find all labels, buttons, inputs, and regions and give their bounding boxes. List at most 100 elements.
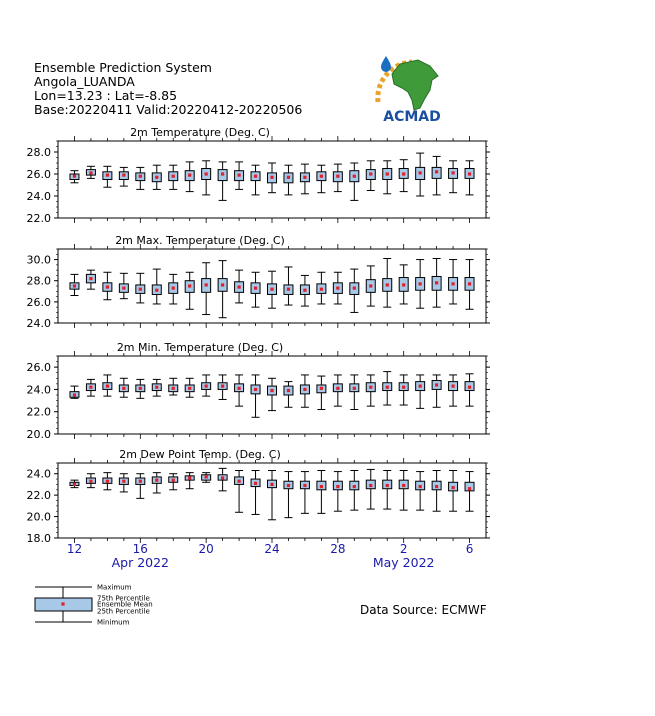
mean-marker	[352, 174, 356, 178]
legend-label: 75th Percentile	[97, 595, 150, 603]
mean-marker	[188, 173, 192, 177]
box-mark	[250, 470, 261, 515]
box-mark	[250, 164, 261, 196]
mean-marker	[451, 282, 455, 286]
y-tick-label: 24.0	[27, 383, 52, 396]
box-mark	[267, 377, 277, 412]
box-mark	[283, 471, 294, 519]
water-drop-icon	[381, 56, 391, 72]
box-mark	[365, 160, 376, 191]
y-tick-label: 24.0	[27, 317, 52, 330]
mean-marker	[369, 385, 373, 389]
box-mark	[398, 470, 409, 511]
box-mark	[332, 271, 343, 305]
box-mark	[464, 373, 475, 407]
y-tick-label: 26.0	[27, 296, 52, 309]
legend-label: Minimum	[97, 619, 130, 627]
mean-marker	[89, 171, 93, 175]
mean-marker	[385, 385, 389, 389]
mean-marker	[303, 288, 307, 292]
mean-marker	[451, 384, 455, 388]
mean-marker	[138, 174, 142, 178]
mean-marker	[237, 173, 241, 177]
box-mark	[316, 375, 327, 410]
mean-marker	[89, 479, 93, 483]
mean-marker	[369, 284, 373, 288]
box-mark	[283, 266, 294, 306]
box-mark	[234, 269, 245, 304]
mean-marker	[467, 385, 472, 389]
mean-marker	[171, 478, 175, 482]
box-mark	[415, 259, 426, 309]
box-mark	[382, 371, 393, 406]
mean-marker	[122, 479, 126, 483]
mean-marker	[105, 173, 109, 177]
mean-marker	[435, 383, 439, 387]
mean-marker	[385, 483, 389, 488]
box-mark	[118, 166, 129, 187]
box-mark	[234, 470, 245, 513]
panel-title: 2m Max. Temperature (Deg. C)	[115, 234, 285, 247]
mean-marker	[352, 286, 356, 290]
box-mark	[102, 165, 113, 188]
mean-marker	[270, 175, 274, 179]
mean-marker	[435, 281, 439, 285]
mean-marker	[336, 286, 340, 290]
box-mark	[464, 471, 475, 512]
mean-marker	[418, 282, 422, 286]
mean-marker	[402, 385, 406, 389]
mean-marker	[122, 286, 126, 290]
mean-marker	[418, 384, 422, 388]
month-label: Apr 2022	[112, 555, 169, 570]
y-tick-label: 20.0	[27, 428, 52, 441]
box-mark	[168, 164, 179, 190]
panel-4: 2m Dew Point Temp. (Deg. C) 18.0 20.0 22.0 2…	[27, 448, 490, 545]
mean-marker	[319, 174, 323, 178]
box-mark	[382, 258, 393, 308]
mean-marker	[72, 284, 77, 288]
mean-marker	[286, 175, 291, 179]
box-mark	[69, 170, 80, 184]
mean-marker	[467, 172, 472, 176]
location-label: Angola_LUANDA	[34, 74, 135, 89]
mean-marker	[253, 286, 258, 290]
mean-marker	[138, 386, 142, 390]
box-mark	[332, 471, 343, 512]
box-mark	[201, 262, 212, 316]
mean-marker	[369, 172, 373, 176]
box-mark	[299, 274, 310, 307]
mean-marker	[319, 484, 323, 489]
box-mark	[85, 473, 96, 489]
mean-marker	[72, 174, 77, 178]
box-mark	[398, 264, 409, 305]
mean-marker	[369, 483, 373, 488]
box-mark	[283, 164, 294, 196]
box-mark	[349, 268, 360, 313]
box-mark	[234, 374, 245, 407]
mean-marker	[402, 483, 406, 488]
legend-mean-marker	[61, 602, 65, 606]
panel-2: 2m Max. Temperature (Deg. C) 24.0 26.0 28.0…	[27, 234, 490, 330]
box-mark	[151, 472, 162, 494]
mean-marker	[155, 175, 159, 179]
mean-marker	[253, 481, 258, 485]
box-mark	[448, 160, 459, 194]
mean-marker	[303, 483, 307, 488]
mean-marker	[352, 386, 356, 390]
mean-marker	[385, 172, 389, 176]
mean-marker	[237, 479, 241, 483]
mean-marker	[319, 386, 323, 390]
box-mark	[448, 259, 459, 305]
mean-marker	[171, 174, 175, 178]
box-mark	[365, 374, 376, 407]
figure-title: Ensemble Prediction System	[34, 60, 212, 75]
y-tick-label: 30.0	[27, 254, 52, 267]
mean-marker	[336, 386, 340, 390]
mean-marker	[72, 393, 77, 397]
mean-marker	[221, 283, 225, 287]
y-tick-label: 28.0	[27, 275, 52, 288]
box-mark	[217, 260, 228, 319]
